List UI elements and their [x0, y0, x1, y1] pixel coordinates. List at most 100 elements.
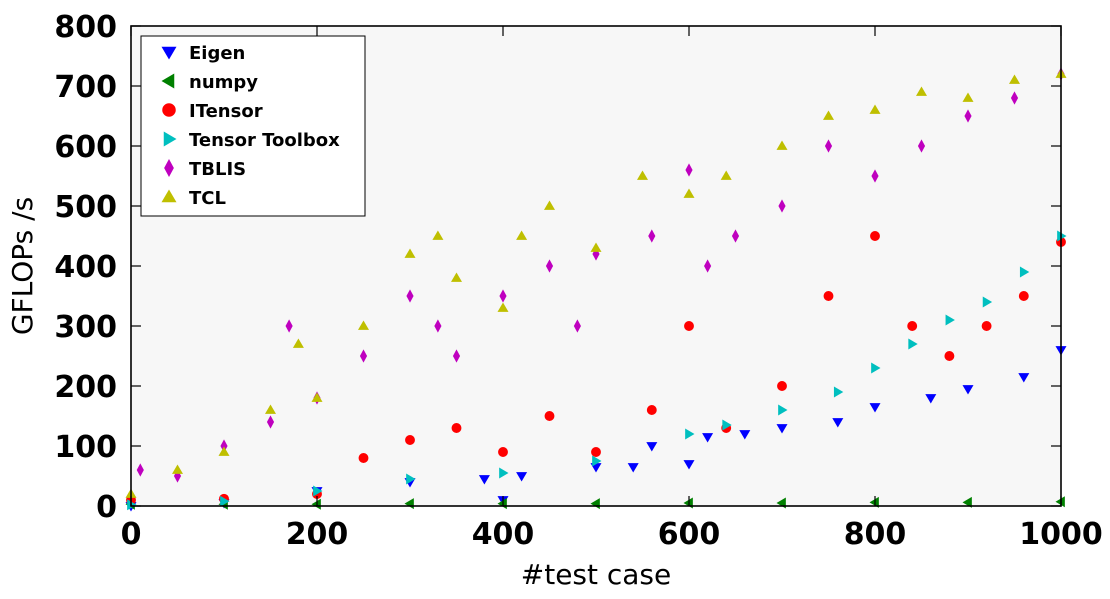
point-tensor-toolbox-8 [778, 404, 788, 416]
point-itensor-13 [823, 291, 834, 301]
point-tensor-toolbox-10 [871, 362, 881, 374]
point-tcl-14 [637, 170, 648, 180]
point-tblis-14 [648, 229, 656, 243]
y-tick-label-2: 200 [54, 370, 117, 405]
point-eigen-14 [832, 418, 844, 428]
y-tick-label-4: 400 [54, 250, 117, 285]
x-tick-label-0: 0 [121, 517, 142, 552]
point-tcl-18 [823, 110, 834, 120]
point-tensor-toolbox-1 [220, 495, 230, 507]
legend-label-numpy: numpy [189, 72, 258, 93]
point-tcl-7 [404, 248, 416, 258]
legend-label-tblis: TBLIS [189, 159, 246, 180]
point-tcl-4 [292, 338, 304, 348]
point-tcl-1 [172, 464, 183, 474]
point-tensor-toolbox-6 [685, 428, 695, 440]
point-tensor-toolbox-9 [833, 386, 844, 398]
point-itensor-5 [451, 423, 462, 433]
point-tcl-11 [516, 230, 528, 240]
point-eigen-13 [776, 424, 788, 434]
point-tblis-10 [499, 289, 507, 303]
point-tensor-toolbox-15 [1057, 230, 1067, 242]
point-tblis-4 [285, 319, 293, 333]
point-eigen-10 [683, 460, 695, 470]
point-eigen-17 [962, 385, 974, 395]
point-tensor-toolbox-7 [722, 419, 732, 431]
point-tcl-17 [776, 140, 788, 150]
point-tblis-11 [545, 259, 554, 273]
point-eigen-6 [516, 472, 528, 482]
point-tblis-9 [452, 349, 461, 363]
point-tcl-2 [218, 446, 230, 456]
y-tick-label-8: 800 [54, 10, 117, 45]
point-tblis-20 [871, 169, 879, 183]
point-tensor-toolbox-12 [945, 314, 955, 326]
point-tcl-5 [311, 392, 323, 402]
point-eigen-11 [702, 433, 714, 443]
legend-marker-itensor [162, 103, 176, 117]
point-tcl-13 [590, 242, 602, 252]
point-tblis-8 [434, 319, 442, 333]
y-axis-label: GFLOPs /s [6, 197, 39, 335]
point-itensor-6 [498, 447, 508, 457]
point-tblis-18 [778, 199, 786, 213]
point-tcl-3 [265, 404, 276, 414]
point-tblis-21 [917, 139, 926, 153]
point-numpy-2 [311, 498, 321, 510]
point-tblis-23 [1010, 91, 1019, 105]
point-tblis-19 [824, 139, 833, 153]
point-itensor-7 [544, 411, 555, 421]
point-itensor-18 [1018, 291, 1029, 301]
point-tblis-2 [220, 439, 228, 453]
point-tensor-toolbox-0 [127, 499, 137, 511]
point-itensor-17 [981, 321, 992, 331]
legend-label-eigen: Eigen [189, 43, 245, 64]
point-tensor-toolbox-11 [908, 338, 918, 350]
point-eigen-18 [1018, 373, 1030, 383]
point-eigen-15 [869, 403, 881, 413]
legend-label-itensor: ITensor [189, 101, 263, 122]
point-eigen-12 [739, 430, 751, 440]
y-tick-label-3: 300 [54, 310, 117, 345]
point-numpy-8 [869, 496, 879, 508]
point-eigen-8 [627, 463, 639, 473]
axis-ticks: 0 200 400 600 800 1000 0 100 200 300 400 500 600 700 8… [54, 10, 1102, 552]
point-tcl-21 [962, 92, 974, 102]
point-numpy-10 [1055, 496, 1065, 508]
point-tcl-9 [451, 272, 462, 282]
legend-box [140, 35, 366, 217]
point-eigen-16 [925, 394, 937, 404]
legend-marker-numpy [161, 73, 175, 89]
legend-marker-tensor-toolbox [163, 131, 177, 147]
point-tensor-toolbox-14 [1019, 266, 1030, 278]
x-tick-label-3: 600 [658, 517, 721, 552]
x-tick-label-4: 800 [844, 517, 907, 552]
legend-marker-tcl [161, 189, 177, 203]
y-tick-label-0: 0 [96, 490, 117, 525]
legend-marker-eigen [161, 46, 177, 60]
point-tblis-7 [406, 289, 414, 303]
point-tblis-15 [685, 163, 693, 177]
point-tcl-22 [1009, 74, 1020, 84]
point-itensor-12 [777, 381, 787, 391]
point-tcl-20 [916, 86, 927, 96]
point-tcl-8 [432, 230, 444, 240]
y-tick-label-1: 100 [54, 430, 117, 465]
point-tblis-3 [266, 415, 275, 429]
point-itensor-9 [646, 405, 657, 415]
point-tblis-12 [573, 319, 581, 333]
point-tcl-12 [544, 200, 555, 210]
point-itensor-3 [358, 453, 369, 463]
legend-label-tcl: TCL [189, 188, 226, 209]
point-tensor-toolbox-2 [313, 485, 323, 497]
point-tensor-toolbox-4 [499, 467, 509, 479]
point-tensor-toolbox-13 [982, 296, 993, 308]
point-itensor-8 [591, 447, 601, 457]
point-itensor-4 [405, 435, 415, 445]
point-itensor-15 [907, 321, 918, 331]
point-tensor-toolbox-5 [592, 455, 602, 467]
legend: Eigen numpy ITensor Tensor Toolbox TBLIS TCL [140, 35, 366, 217]
point-itensor-10 [684, 321, 694, 331]
point-tcl-6 [358, 320, 369, 330]
